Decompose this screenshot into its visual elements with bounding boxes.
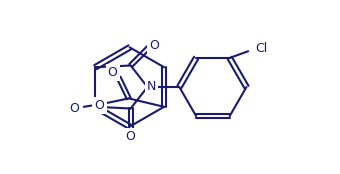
Text: O: O xyxy=(149,39,159,52)
Text: N: N xyxy=(147,81,156,93)
Text: O: O xyxy=(69,102,79,115)
Text: Cl: Cl xyxy=(256,42,268,55)
Text: O: O xyxy=(95,99,104,112)
Text: O: O xyxy=(108,66,118,79)
Text: O: O xyxy=(126,130,136,143)
